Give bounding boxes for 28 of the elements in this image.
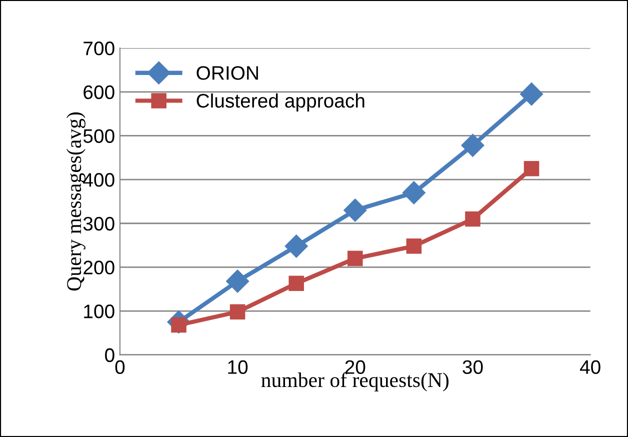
point: [344, 198, 367, 222]
y-tick-label: 700: [84, 42, 114, 56]
y-tick-label: 400: [83, 173, 114, 187]
point: [288, 276, 304, 292]
point: [402, 181, 426, 204]
legend-label: Clustered approach: [196, 93, 364, 112]
y-tick-label: 100: [84, 304, 114, 318]
x-tick-label: 30: [462, 360, 483, 374]
point: [465, 211, 480, 227]
legend-label: ORION: [196, 66, 258, 80]
x-tick-label: 20: [345, 360, 366, 374]
x-tick-label: 10: [228, 360, 248, 374]
y-tick-label: 500: [83, 129, 114, 143]
point: [226, 270, 250, 293]
y-tick-label: 0: [105, 348, 114, 362]
point: [524, 160, 540, 176]
y-tick-label: 600: [84, 85, 114, 100]
point: [347, 250, 363, 266]
y-axis-title: Query messages(avg): [66, 112, 86, 291]
y-tick-label: 300: [83, 216, 114, 231]
point: [461, 134, 484, 157]
y-tick-label: 200: [84, 260, 114, 274]
point: [406, 238, 422, 254]
x-tick-label: 40: [580, 360, 600, 374]
point: [230, 304, 246, 320]
x-tick-label: 0: [115, 360, 125, 374]
point: [520, 82, 544, 106]
point: [284, 234, 308, 258]
